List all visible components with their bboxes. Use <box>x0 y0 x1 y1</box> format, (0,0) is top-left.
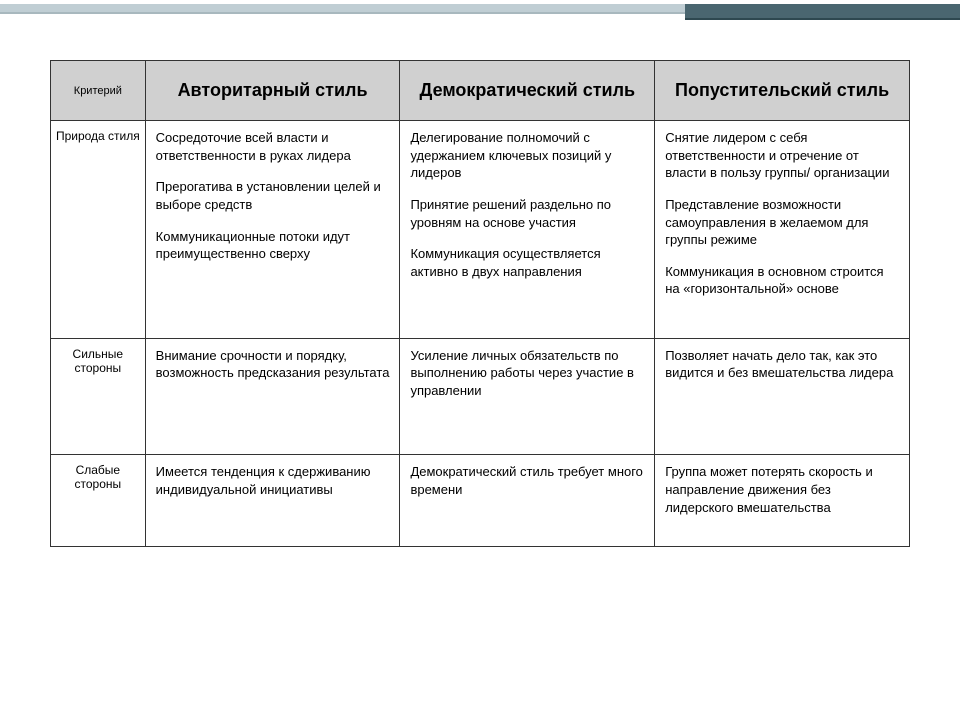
para: Снятие лидером с себя ответственности и … <box>665 129 899 182</box>
decoration-bar-dark <box>685 4 960 20</box>
para: Имеется тенденция к сдерживанию индивиду… <box>156 463 390 498</box>
cell-strengths-democratic: Усиление личных обязательств по выполнен… <box>400 338 655 455</box>
para: Делегирование полномочий с удержанием кл… <box>410 129 644 182</box>
para: Прерогатива в установлении целей и выбор… <box>156 178 390 213</box>
cell-strengths-authoritarian: Внимание срочности и порядку, возможност… <box>145 338 400 455</box>
para: Представление возможности самоуправления… <box>665 196 899 249</box>
header-authoritarian: Авторитарный стиль <box>145 61 400 121</box>
para: Группа может потерять скорость и направл… <box>665 463 899 516</box>
cell-strengths-laissez-faire: Позволяет начать дело так, как это видит… <box>655 338 910 455</box>
para: Внимание срочности и порядку, возможност… <box>156 347 390 382</box>
table-row-strengths: Сильные стороны Внимание срочности и пор… <box>51 338 910 455</box>
cell-weaknesses-laissez-faire: Группа может потерять скорость и направл… <box>655 455 910 547</box>
table-row-nature: Природа стиля Сосредоточие всей власти и… <box>51 121 910 338</box>
cell-nature-democratic: Делегирование полномочий с удержанием кл… <box>400 121 655 338</box>
para: Усиление личных обязательств по выполнен… <box>410 347 644 400</box>
cell-weaknesses-democratic: Демократический стиль требует много врем… <box>400 455 655 547</box>
comparison-table-container: Критерий Авторитарный стиль Демократичес… <box>50 60 910 547</box>
para: Коммуникация осуществляется активно в дв… <box>410 245 644 280</box>
cell-nature-authoritarian: Сосредоточие всей власти и ответственнос… <box>145 121 400 338</box>
para: Позволяет начать дело так, как это видит… <box>665 347 899 382</box>
header-laissez-faire: Попустительский стиль <box>655 61 910 121</box>
table-header-row: Критерий Авторитарный стиль Демократичес… <box>51 61 910 121</box>
criteria-strengths: Сильные стороны <box>51 338 146 455</box>
para: Демократический стиль требует много врем… <box>410 463 644 498</box>
cell-weaknesses-authoritarian: Имеется тенденция к сдерживанию индивиду… <box>145 455 400 547</box>
para: Коммуникационные потоки идут преимуществ… <box>156 228 390 263</box>
para: Сосредоточие всей власти и ответственнос… <box>156 129 390 164</box>
para: Принятие решений раздельно по уровням на… <box>410 196 644 231</box>
leadership-styles-table: Критерий Авторитарный стиль Демократичес… <box>50 60 910 547</box>
header-democratic: Демократический стиль <box>400 61 655 121</box>
decoration-bar-light <box>0 4 780 14</box>
table-row-weaknesses: Слабые стороны Имеется тенденция к сдерж… <box>51 455 910 547</box>
cell-nature-laissez-faire: Снятие лидером с себя ответственности и … <box>655 121 910 338</box>
para: Коммуникация в основном строится на «гор… <box>665 263 899 298</box>
criteria-weaknesses: Слабые стороны <box>51 455 146 547</box>
slide-top-decoration <box>0 0 960 30</box>
criteria-nature: Природа стиля <box>51 121 146 338</box>
header-criteria: Критерий <box>51 61 146 121</box>
